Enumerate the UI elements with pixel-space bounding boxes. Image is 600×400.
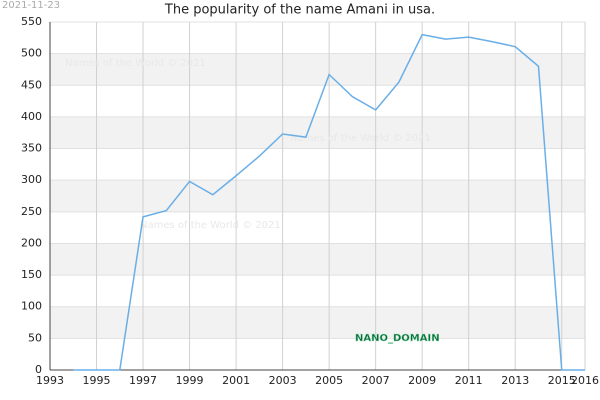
y-tick-label: 150	[21, 268, 42, 281]
x-tick-label: 1995	[83, 374, 111, 387]
x-tick-label: 2007	[362, 374, 390, 387]
band	[50, 306, 585, 339]
line	[73, 33, 585, 371]
x-tick-label: 1997	[129, 374, 157, 387]
y-tick-label: 200	[21, 236, 42, 249]
band	[50, 53, 585, 86]
x-tick-label: 2013	[501, 374, 529, 387]
y-tick-label: 500	[21, 47, 42, 60]
band	[50, 180, 585, 212]
y-tick-label: 450	[21, 78, 42, 91]
x-tick-label: 2009	[408, 374, 436, 387]
y-tick-label: 400	[21, 110, 42, 123]
watermark: Names of the World © 2021	[65, 58, 206, 69]
band	[50, 116, 585, 149]
x-tick-label: 2003	[269, 374, 297, 387]
x-tick-label: 2016	[571, 374, 599, 387]
x-tick-label: 2015	[548, 374, 576, 387]
band	[50, 243, 585, 276]
y-tick-label: 350	[21, 142, 42, 155]
chart-title: The popularity of the name Amani in usa.	[164, 3, 435, 18]
x-tick-label: 2001	[222, 374, 250, 387]
y-tick-label: 100	[21, 300, 42, 313]
y-tick-label: 300	[21, 173, 42, 186]
y-tick-label: 250	[21, 205, 42, 218]
watermark: Names of the World © 2021	[290, 133, 431, 144]
y-tick-label: 0	[35, 363, 42, 376]
x-tick-label: 1993	[36, 374, 64, 387]
y-tick-label: 550	[21, 15, 42, 28]
watermark: Names of the World © 2021	[140, 220, 281, 231]
x-tick-label: 1999	[176, 374, 204, 387]
domain-label: NANO_DOMAIN	[355, 333, 440, 344]
date-stamp: 2021-11-23	[2, 0, 60, 11]
x-tick-label: 2011	[455, 374, 483, 387]
x-tick-label: 2005	[315, 374, 343, 387]
y-tick-label: 50	[28, 331, 42, 344]
